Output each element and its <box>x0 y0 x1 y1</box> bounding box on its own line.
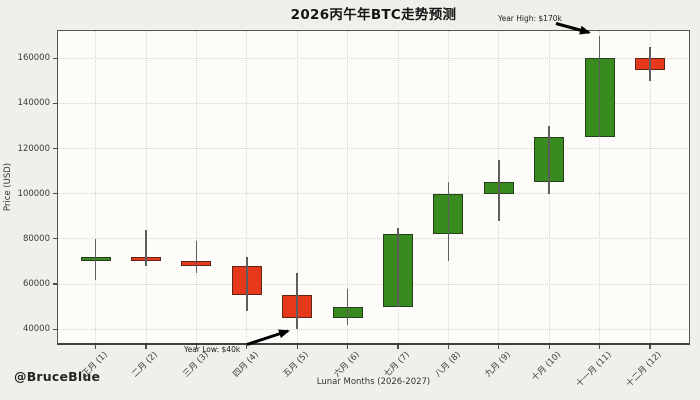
x-tick-mark <box>95 345 97 349</box>
candle-wick-7 <box>397 227 399 307</box>
horizontal-gridline <box>58 148 688 150</box>
candle-wick-11 <box>598 35 601 138</box>
candle-wick-10 <box>548 125 550 194</box>
vertical-gridline <box>195 31 197 343</box>
horizontal-gridline <box>58 283 688 285</box>
watermark: @BruceBlue <box>14 369 101 384</box>
x-tick-label: 九月 (9) <box>483 350 513 380</box>
horizontal-gridline <box>58 102 688 104</box>
horizontal-gridline <box>58 238 688 240</box>
x-tick-mark <box>397 345 399 349</box>
x-tick-label: 八月 (8) <box>432 350 463 380</box>
vertical-gridline <box>296 31 298 343</box>
vertical-gridline <box>649 31 651 343</box>
x-tick-mark <box>548 345 550 349</box>
y-tick-mark <box>53 328 57 330</box>
x-tick-mark <box>296 345 298 349</box>
y-tick-label: 60000 <box>22 279 50 290</box>
annotation-year-low: Year Low: $40k <box>184 345 241 354</box>
y-tick-mark <box>53 147 57 150</box>
x-tick-mark <box>599 345 601 349</box>
vertical-gridline <box>145 31 147 343</box>
y-tick-mark <box>53 193 57 195</box>
vertical-gridline <box>246 31 248 343</box>
candle-wick-2 <box>145 229 147 266</box>
horizontal-gridline <box>58 57 688 59</box>
horizontal-gridline <box>58 193 688 195</box>
x-tick-mark <box>649 345 651 349</box>
x-tick-label: 七月 (7) <box>382 350 413 380</box>
candle-wick-12 <box>649 46 651 81</box>
chart-title: 2026丙午年BTC走势预测 <box>290 7 457 23</box>
x-tick-mark <box>498 345 500 349</box>
y-tick-label: 80000 <box>22 233 50 244</box>
x-tick-label: 五月 (5) <box>281 350 312 380</box>
annotation-year-high: Year High: $170k <box>498 14 562 23</box>
y-tick-mark <box>53 102 57 104</box>
candle-wick-9 <box>498 159 500 221</box>
x-tick-mark <box>195 345 197 349</box>
candle-wick-6 <box>346 288 349 325</box>
vertical-gridline <box>95 31 97 343</box>
candle-wick-5 <box>296 272 298 330</box>
y-axis-label: Price (USD) <box>3 162 13 212</box>
x-tick-mark <box>447 345 449 349</box>
y-tick-mark <box>53 283 57 285</box>
candle-wick-4 <box>246 256 248 312</box>
x-axis-label: Lunar Months (2026-2027) <box>316 377 431 387</box>
x-tick-label: 二月 (2) <box>130 350 161 380</box>
y-tick-label: 160000 <box>17 53 50 64</box>
y-tick-label: 140000 <box>17 98 50 109</box>
x-tick-label: 四月 (4) <box>231 350 261 380</box>
x-tick-mark <box>347 345 349 349</box>
x-tick-label: 六月 (6) <box>332 350 362 380</box>
horizontal-gridline <box>58 328 688 330</box>
vertical-gridline <box>397 31 399 343</box>
y-tick-label: 120000 <box>17 143 50 154</box>
candle-wick-3 <box>195 241 198 273</box>
x-tick-mark <box>246 345 248 349</box>
x-tick-mark <box>145 345 147 349</box>
y-tick-mark <box>53 57 57 59</box>
candle-wick-1 <box>94 238 97 280</box>
plot-area <box>57 30 690 345</box>
x-tick-label: 三月 (3) <box>180 350 211 380</box>
vertical-gridline <box>347 31 349 343</box>
candle-wick-8 <box>447 182 450 262</box>
y-tick-label: 100000 <box>17 188 50 199</box>
y-tick-mark <box>53 238 57 240</box>
vertical-gridline <box>599 31 601 343</box>
y-tick-label: 40000 <box>22 324 50 335</box>
